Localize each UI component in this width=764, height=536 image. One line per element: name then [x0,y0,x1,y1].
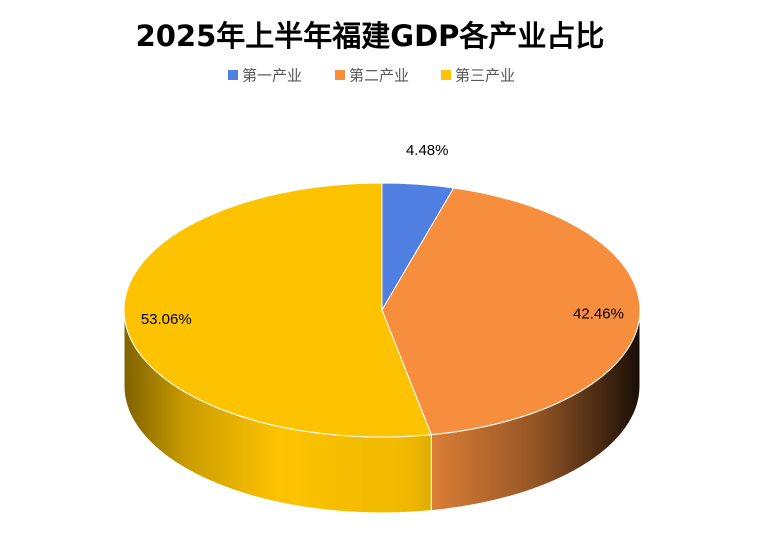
legend-label: 第一产业 [242,67,302,85]
chart-title: 2025年上半年福建GDP各产业占比 [136,19,605,53]
legend: 第一产业 第二产业 第三产业 [228,67,515,85]
data-label: 4.48% [406,142,449,159]
legend-swatch [335,70,345,80]
data-labels: 4.48% 42.46% 53.06% [141,142,624,328]
slice [123,182,433,438]
pie-tops [123,182,641,438]
slice [381,187,641,436]
legend-label: 第三产业 [455,67,515,85]
legend-swatch [228,70,238,80]
legend-label: 第二产业 [349,67,409,85]
data-label: 42.46% [573,306,624,323]
data-label: 53.06% [141,311,192,328]
legend-swatch [441,70,451,80]
